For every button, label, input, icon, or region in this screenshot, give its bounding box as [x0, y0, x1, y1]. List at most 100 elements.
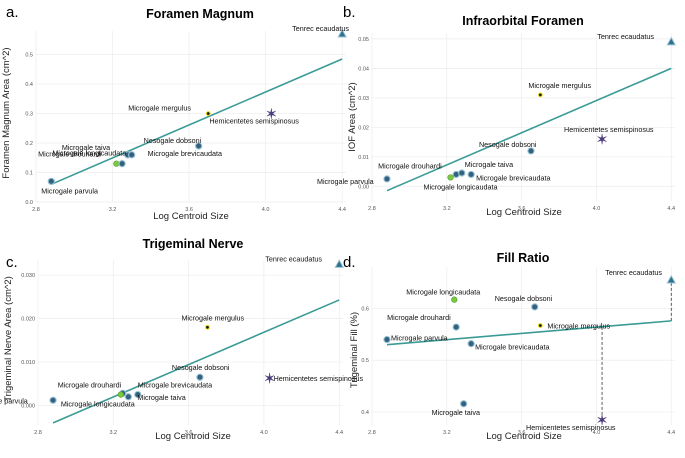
x-axis-label: Log Centroid Size	[486, 431, 562, 442]
point-label: Tenrec ecaudatus	[292, 24, 349, 33]
point-hemicentetes-semispinosus	[264, 372, 275, 384]
panel-label: c.	[6, 254, 18, 271]
point-label: Nesogale dobsoni	[479, 140, 537, 149]
point-label: Tenrec ecaudatus	[605, 268, 662, 277]
point-hemicentetes-semispinosus	[597, 133, 607, 145]
x-tick-label: 4.4	[667, 206, 675, 212]
regression-line	[52, 299, 340, 424]
y-tick-label: 0.4	[25, 82, 33, 88]
point-label: Microgale taiva	[465, 160, 513, 169]
regression-line	[50, 58, 343, 186]
point-label: Nesogale dobsoni	[172, 363, 230, 372]
x-tick-label: 4.0	[260, 430, 268, 436]
point-microgale-taiva	[458, 169, 466, 177]
y-tick-label: 0.5	[361, 358, 369, 364]
y-tick-label: 0.010	[21, 360, 35, 366]
x-tick-label: 4.4	[667, 430, 675, 436]
point-label: Hemicentetes semispinosus	[564, 125, 654, 134]
point-microgale-drouhardi	[452, 323, 460, 331]
point-microgale-mergulus	[537, 323, 543, 328]
point-nesogale-dobsoni	[195, 142, 203, 150]
point-microgale-longicaudata	[113, 160, 120, 167]
point-label: Microgale mergulus	[528, 81, 591, 90]
y-tick-label: 0.1	[25, 171, 33, 177]
y-axis-label: Foramen Magnum Area (cm^2)	[1, 47, 12, 178]
panel-label: d.	[343, 254, 356, 271]
point-hemicentetes-semispinosus	[266, 108, 276, 119]
x-tick-label: 3.2	[109, 207, 117, 213]
point-microgale-taiva	[459, 400, 468, 408]
x-tick-label: 3.2	[443, 206, 451, 212]
point-label: Microgale mergulus	[547, 322, 610, 331]
x-tick-label: 3.6	[518, 206, 526, 212]
y-tick-label: 0.00	[358, 184, 369, 190]
x-axis-label: Log Centroid Size	[155, 431, 231, 442]
x-tick-label: 4.0	[593, 430, 601, 436]
y-tick-label: 0.6	[361, 306, 369, 312]
y-tick-label: 0.03	[358, 96, 369, 102]
point-label: Microgale drouhardi	[387, 313, 451, 322]
y-tick-label: 0.3	[25, 112, 33, 118]
y-tick-label: 0.020	[21, 317, 35, 323]
point-label: Microgale drouhardi	[38, 150, 102, 159]
x-tick-label: 4.0	[593, 206, 601, 212]
y-tick-label: 0.02	[358, 125, 369, 131]
y-tick-label: 0.05	[358, 37, 369, 43]
regression-line	[386, 320, 672, 346]
point-label: Microgale brevicaudata	[476, 173, 550, 182]
chart-title: Fill Ratio	[497, 251, 550, 265]
point-label: Microgale parvula	[0, 396, 28, 405]
x-tick-label: 4.4	[338, 207, 346, 213]
panel-fill-ratio: 2.8 3.2 3.6 4.0 4.4 0.4 0.5 0.6 d. Fill Ratio Log …	[343, 251, 677, 442]
point-label: Hemicentetes semispinosus	[274, 374, 364, 383]
x-tick-label: 2.8	[368, 430, 376, 436]
point-microgale-mergulus	[205, 111, 211, 116]
point-microgale-drouhardi	[118, 160, 126, 168]
point-label: Microgale longicaudata	[424, 182, 498, 191]
point-label: Nesogale dobsoni	[144, 136, 202, 145]
point-microgale-longicaudata	[117, 391, 124, 398]
x-tick-label: 3.2	[109, 430, 117, 436]
point-label: Microgale taiva	[432, 408, 480, 417]
point-nesogale-dobsoni	[531, 303, 539, 311]
point-microgale-taiva	[124, 393, 133, 401]
point-microgale-parvula	[383, 335, 391, 344]
chart-title: Foramen Magnum	[146, 7, 254, 21]
point-microgale-brevicaudata	[467, 170, 475, 179]
regression-line	[386, 67, 672, 192]
y-tick-label: 0.5	[25, 53, 33, 59]
point-microgale-parvula	[383, 175, 391, 183]
y-tick-label: 0.000	[21, 403, 35, 409]
point-label: Microgale drouhardi	[378, 161, 442, 170]
point-microgale-parvula	[47, 177, 55, 186]
x-tick-label: 3.6	[518, 430, 526, 436]
y-axis-label: IOF Area (cm^2)	[347, 82, 358, 151]
x-tick-label: 2.8	[34, 430, 42, 436]
x-tick-label: 4.0	[262, 207, 270, 213]
point-microgale-longicaudata	[451, 296, 458, 303]
point-microgale-mergulus	[205, 324, 210, 330]
point-label: Hemicentetes semispinosus	[209, 117, 299, 126]
x-tick-label: 4.4	[335, 430, 343, 436]
point-label: Microgale drouhardi	[58, 380, 122, 389]
point-label: Microgale longicaudata	[406, 288, 480, 297]
x-tick-label: 3.6	[185, 207, 193, 213]
point-label: Microgale mergulus	[128, 104, 191, 113]
panel-label: b.	[343, 4, 356, 21]
point-label: Nesogale dobsoni	[495, 294, 553, 303]
point-tenrec-ecaudatus	[334, 259, 345, 268]
x-tick-label: 2.8	[368, 206, 376, 212]
point-nesogale-dobsoni	[196, 373, 204, 381]
x-tick-label: 3.6	[185, 430, 193, 436]
panel-label: a.	[6, 4, 19, 21]
y-axis-label: Trigeminal Fill (%)	[349, 312, 360, 388]
point-label: Tenrec ecaudatus	[265, 254, 322, 263]
x-tick-label: 3.2	[443, 430, 451, 436]
chart-title: Trigeminal Nerve	[143, 237, 244, 251]
x-axis-label: Log Centroid Size	[153, 211, 229, 222]
point-tenrec-ecaudatus	[666, 36, 677, 46]
point-label: Microgale mergulus	[181, 313, 244, 322]
point-label: Microgale parvula	[41, 186, 98, 195]
chart-title: Infraorbital Foramen	[462, 14, 584, 28]
